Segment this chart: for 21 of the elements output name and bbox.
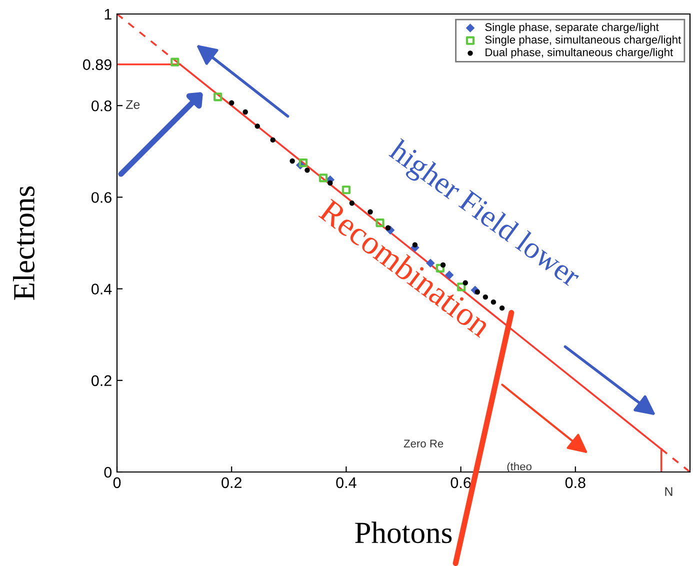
x-axis-title: Photons: [355, 522, 452, 544]
y-tick-label: 0: [104, 466, 112, 478]
y-tick-label: 0.6: [92, 192, 112, 203]
y-axis-title: Electrons: [13, 186, 35, 300]
x-tick-label: 0.2: [222, 477, 242, 488]
y-tick-label: 0.4: [92, 284, 112, 294]
x-tick-label: 0.6: [450, 477, 471, 488]
y-tick-label: 0.89: [83, 59, 112, 70]
x-tick-label: 0: [113, 477, 121, 488]
annotation: Ze: [126, 100, 140, 109]
legend-label: Single phase, separate charge/light: [485, 22, 659, 34]
annotation: Zero Re: [404, 440, 444, 448]
y-tick-label: 0.2: [92, 375, 112, 386]
x-tick-label: 0.4: [336, 477, 356, 488]
legend-label: Dual phase, simultaneous charge/light: [486, 48, 674, 58]
y-tick-label: 1: [104, 9, 112, 20]
y-tick-label: 0.8: [92, 100, 112, 112]
legend-label: Single phase, simultaneous charge/light: [485, 35, 682, 46]
annotation: (theo: [507, 462, 532, 473]
x-tick-label: 0.8: [565, 477, 586, 488]
text: N: [665, 487, 672, 496]
